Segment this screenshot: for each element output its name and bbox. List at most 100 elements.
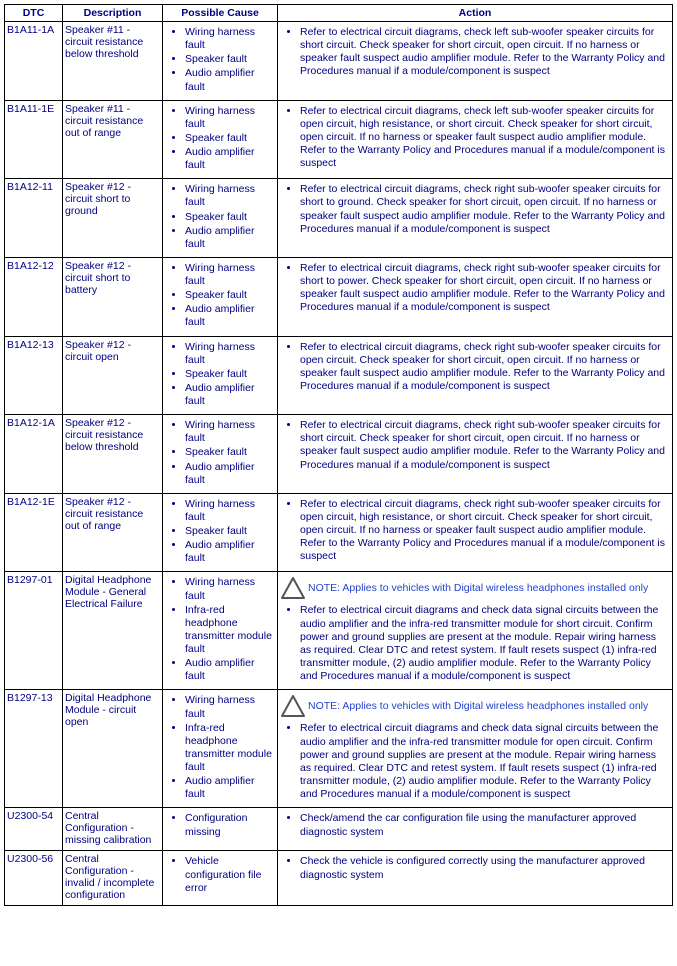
cell-cause: Configuration missing — [163, 808, 278, 851]
action-item: Refer to electrical circuit diagrams and… — [300, 604, 670, 683]
action-item: Refer to electrical circuit diagrams, ch… — [300, 262, 670, 315]
dtc-table: DTC Description Possible Cause Action B1… — [4, 4, 673, 906]
action-list: Refer to electrical circuit diagrams, ch… — [280, 498, 670, 564]
cell-dtc: B1297-01 — [5, 572, 63, 690]
cell-dtc: B1A12-13 — [5, 336, 63, 415]
cause-item: Audio amplifier fault — [185, 657, 275, 683]
cause-item: Audio amplifier fault — [185, 225, 275, 251]
table-row: B1297-01Digital Headphone Module - Gener… — [5, 572, 673, 690]
cause-item: Speaker fault — [185, 53, 275, 66]
cell-dtc: B1A12-1E — [5, 493, 63, 572]
cause-list: Configuration missing — [165, 812, 275, 838]
cell-action: NOTE: Applies to vehicles with Digital w… — [278, 572, 673, 690]
cause-list: Wiring harness faultInfra-red headphone … — [165, 576, 275, 683]
cause-item: Audio amplifier fault — [185, 461, 275, 487]
cell-description: Central Configuration - invalid / incomp… — [63, 851, 163, 906]
cause-list: Wiring harness faultInfra-red headphone … — [165, 694, 275, 801]
action-item: Check the vehicle is configured correctl… — [300, 855, 670, 881]
cause-item: Speaker fault — [185, 446, 275, 459]
action-item: Refer to electrical circuit diagrams and… — [300, 722, 670, 801]
cell-dtc: B1A11-1E — [5, 100, 63, 179]
cause-list: Wiring harness faultSpeaker faultAudio a… — [165, 105, 275, 173]
cause-item: Audio amplifier fault — [185, 539, 275, 565]
cause-item: Infra-red headphone transmitter module f… — [185, 604, 275, 657]
cause-list: Wiring harness faultSpeaker faultAudio a… — [165, 262, 275, 330]
cause-item: Wiring harness fault — [185, 105, 275, 131]
cause-item: Configuration missing — [185, 812, 275, 838]
action-item: Check/amend the car configuration file u… — [300, 812, 670, 838]
cause-item: Wiring harness fault — [185, 498, 275, 524]
warning-icon — [280, 576, 306, 600]
cause-item: Wiring harness fault — [185, 341, 275, 367]
header-dtc: DTC — [5, 5, 63, 22]
action-list: Check the vehicle is configured correctl… — [280, 855, 670, 881]
cell-cause: Wiring harness faultSpeaker faultAudio a… — [163, 22, 278, 101]
cause-list: Wiring harness faultSpeaker faultAudio a… — [165, 341, 275, 409]
cell-description: Central Configuration - missing calibrat… — [63, 808, 163, 851]
cause-item: Speaker fault — [185, 525, 275, 538]
table-row: B1A12-1ESpeaker #12 - circuit resistance… — [5, 493, 673, 572]
table-row: B1A12-1ASpeaker #12 - circuit resistance… — [5, 415, 673, 494]
cell-description: Speaker #12 - circuit short to ground — [63, 179, 163, 258]
table-row: B1A11-1ESpeaker #11 - circuit resistance… — [5, 100, 673, 179]
cell-action: Refer to electrical circuit diagrams, ch… — [278, 415, 673, 494]
cell-description: Speaker #12 - circuit resistance below t… — [63, 415, 163, 494]
cell-cause: Wiring harness faultSpeaker faultAudio a… — [163, 493, 278, 572]
cell-description: Speaker #12 - circuit short to battery — [63, 257, 163, 336]
cell-description: Speaker #12 - circuit open — [63, 336, 163, 415]
action-item: Refer to electrical circuit diagrams, ch… — [300, 419, 670, 472]
cell-dtc: B1A12-1A — [5, 415, 63, 494]
note-line: NOTE: Applies to vehicles with Digital w… — [280, 576, 670, 600]
cell-cause: Wiring harness fault Speaker faultAudio a… — [163, 179, 278, 258]
cell-cause: Wiring harness faultSpeaker faultAudio a… — [163, 100, 278, 179]
cause-item: Audio amplifier fault — [185, 67, 275, 93]
cause-item: Wiring harness fault — [185, 576, 275, 602]
cell-action: Refer to electrical circuit diagrams, ch… — [278, 100, 673, 179]
action-list: Refer to electrical circuit diagrams, ch… — [280, 341, 670, 394]
cell-description: Speaker #11 - circuit resistance out of … — [63, 100, 163, 179]
cause-item: Speaker fault — [185, 289, 275, 302]
cause-item: Audio amplifier fault — [185, 775, 275, 801]
cell-dtc: B1A11-1A — [5, 22, 63, 101]
table-row: U2300-54Central Configuration - missing … — [5, 808, 673, 851]
cell-dtc: U2300-54 — [5, 808, 63, 851]
action-item: Refer to electrical circuit diagrams, ch… — [300, 183, 670, 236]
cell-action: Refer to electrical circuit diagrams, ch… — [278, 336, 673, 415]
cause-list: Wiring harness faultSpeaker faultAudio a… — [165, 26, 275, 94]
cell-dtc: B1297-13 — [5, 690, 63, 808]
cell-dtc: U2300-56 — [5, 851, 63, 906]
cause-item: Wiring harness fault — [185, 183, 275, 209]
cell-action: Check the vehicle is configured correctl… — [278, 851, 673, 906]
action-list: Refer to electrical circuit diagrams and… — [280, 722, 670, 801]
cell-action: NOTE: Applies to vehicles with Digital w… — [278, 690, 673, 808]
cell-description: Digital Headphone Module - General Elect… — [63, 572, 163, 690]
table-row: B1A12-13Speaker #12 - circuit openWiring… — [5, 336, 673, 415]
cell-cause: Wiring harness faultInfra-red headphone … — [163, 690, 278, 808]
cell-cause: Vehicle configuration file error — [163, 851, 278, 906]
cell-cause: Wiring harness faultSpeaker fault Audio a… — [163, 415, 278, 494]
note-text: NOTE: Applies to vehicles with Digital w… — [308, 700, 648, 712]
cause-item: Audio amplifier fault — [185, 146, 275, 172]
cause-item: Wiring harness fault — [185, 419, 275, 445]
action-list: Refer to electrical circuit diagrams, ch… — [280, 26, 670, 79]
cause-item: Speaker fault — [185, 211, 275, 224]
cause-item: Speaker fault — [185, 368, 275, 381]
cell-action: Refer to electrical circuit diagrams, ch… — [278, 493, 673, 572]
action-list: Check/amend the car configuration file u… — [280, 812, 670, 838]
cell-dtc: B1A12-12 — [5, 257, 63, 336]
cause-list: Wiring harness fault Speaker faultAudio a… — [165, 183, 275, 251]
action-list: Refer to electrical circuit diagrams and… — [280, 604, 670, 683]
cause-item: Wiring harness fault — [185, 694, 275, 720]
warning-icon — [280, 694, 306, 718]
header-description: Description — [63, 5, 163, 22]
cell-description: Speaker #12 - circuit resistance out of … — [63, 493, 163, 572]
cell-dtc: B1A12-11 — [5, 179, 63, 258]
note-text: NOTE: Applies to vehicles with Digital w… — [308, 582, 648, 594]
cause-item: Infra-red headphone transmitter module f… — [185, 722, 275, 775]
header-cause: Possible Cause — [163, 5, 278, 22]
cause-item: Vehicle configuration file error — [185, 855, 275, 894]
action-list: Refer to electrical circuit diagrams, ch… — [280, 183, 670, 236]
table-row: B1297-13Digital Headphone Module - circu… — [5, 690, 673, 808]
cause-list: Vehicle configuration file error — [165, 855, 275, 894]
table-header-row: DTC Description Possible Cause Action — [5, 5, 673, 22]
